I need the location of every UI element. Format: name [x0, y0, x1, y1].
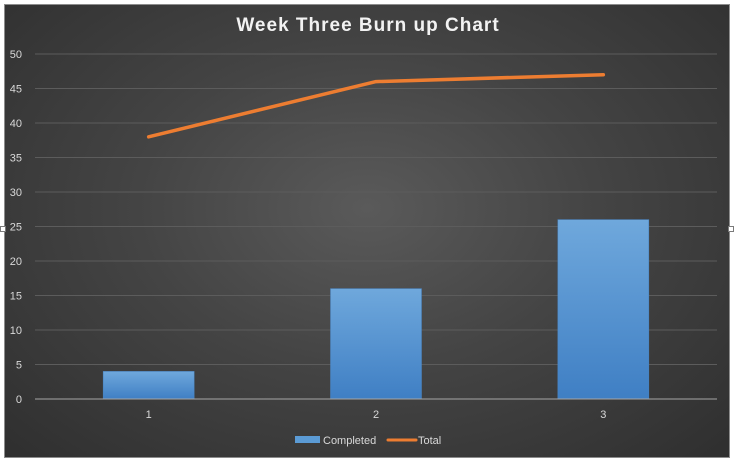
- y-tick-label: 50: [10, 49, 22, 61]
- y-tick-label: 25: [10, 222, 22, 234]
- gridlines: [35, 53, 717, 365]
- legend-label-completed: Completed: [323, 435, 376, 447]
- bar-completed[interactable]: [557, 219, 650, 400]
- line-series: [146, 72, 606, 139]
- y-tick-label: 45: [10, 84, 22, 96]
- resize-handle-left[interactable]: [0, 226, 6, 232]
- chart-area[interactable]: Week Three Burn up Chart 0 5 10 15 20 25 30 35 4…: [4, 4, 730, 458]
- legend-swatch-completed: [295, 436, 320, 443]
- y-tick-label: 20: [10, 256, 22, 268]
- y-tick-label: 35: [10, 153, 22, 165]
- y-tick-label: 0: [16, 394, 22, 406]
- y-tick-label: 30: [10, 187, 22, 199]
- bar-completed[interactable]: [102, 371, 195, 400]
- x-tick-label: 3: [600, 409, 606, 421]
- x-axis-ticks: 1 2 3: [146, 409, 607, 421]
- line-total[interactable]: [146, 72, 606, 139]
- resize-handle-right[interactable]: [728, 226, 734, 232]
- legend[interactable]: Completed Total: [295, 435, 441, 447]
- y-tick-label: 15: [10, 291, 22, 303]
- x-tick-label: 1: [146, 409, 152, 421]
- chart-title: Week Three Burn up Chart: [236, 15, 499, 36]
- bar-series: [102, 219, 650, 400]
- y-tick-label: 10: [10, 325, 22, 337]
- legend-label-total: Total: [418, 435, 441, 447]
- chart-svg: Week Three Burn up Chart 0 5 10 15 20 25 30 35 4…: [10, 15, 717, 447]
- y-tick-label: 40: [10, 118, 22, 130]
- bar-completed[interactable]: [330, 288, 422, 400]
- y-axis-ticks: 0 5 10 15 20 25 30 35 40 45 50: [10, 49, 22, 406]
- x-tick-label: 2: [373, 409, 379, 421]
- y-tick-label: 5: [16, 360, 22, 372]
